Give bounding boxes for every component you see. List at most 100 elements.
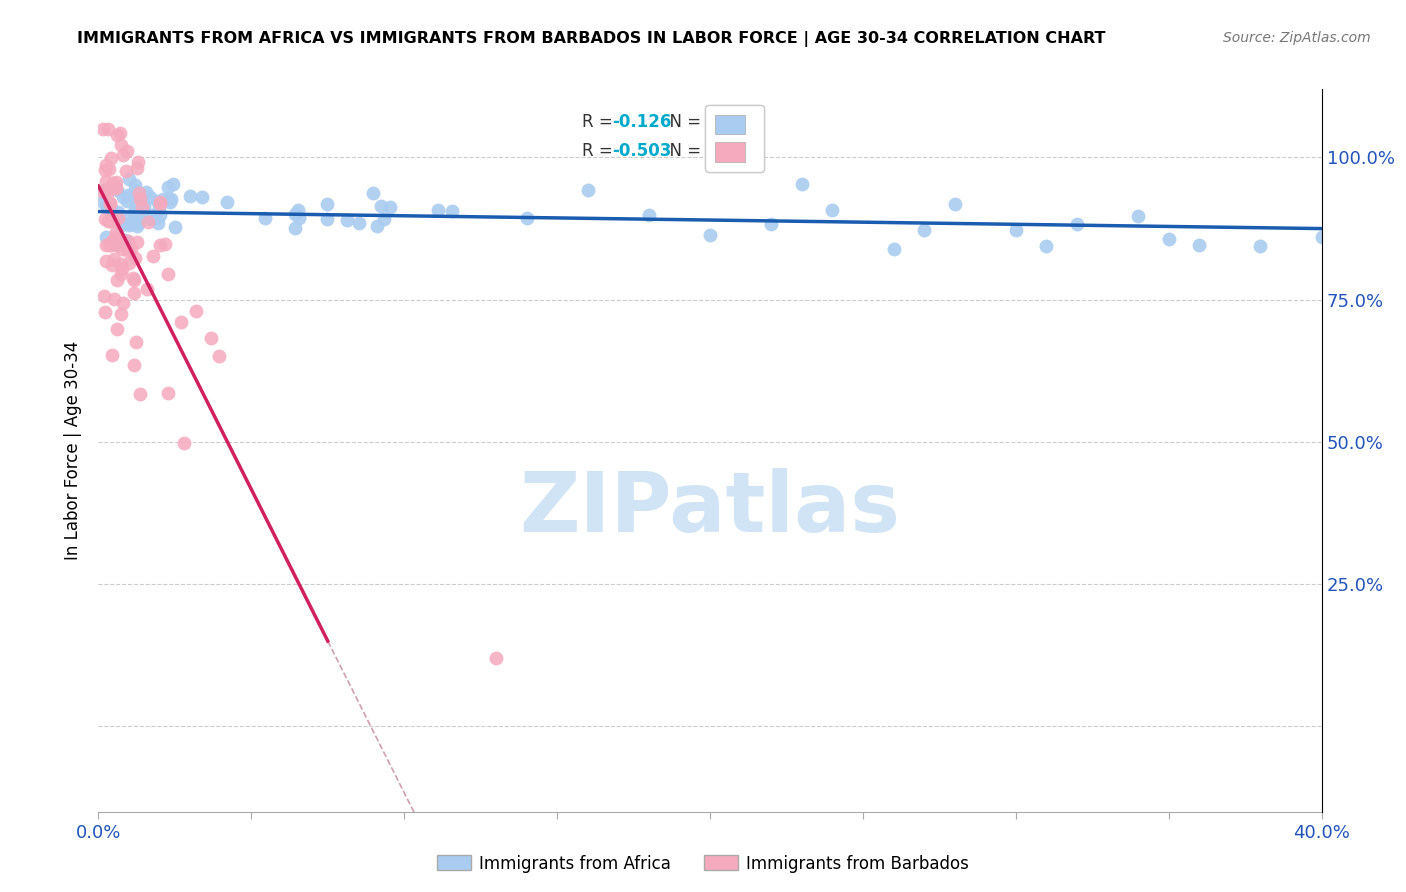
Point (148, 202, 170, 216)
Point (131, 200, 153, 214)
Point (105, 183, 128, 197)
Point (103, 214, 125, 228)
Point (821, 202, 844, 217)
Point (127, 216, 149, 230)
Point (366, 219, 388, 234)
Point (118, 256, 141, 270)
Point (157, 386, 180, 401)
Point (883, 242, 905, 256)
Point (111, 243, 134, 257)
Point (91, 122, 114, 136)
Point (93, 163, 115, 178)
Point (108, 236, 131, 251)
Point (96, 173, 118, 187)
Point (127, 155, 149, 169)
Point (101, 234, 124, 248)
Point (111, 147, 134, 161)
Point (91, 184, 114, 198)
Point (129, 203, 152, 218)
Point (146, 216, 169, 230)
Point (141, 212, 163, 227)
Point (186, 304, 208, 318)
Point (132, 199, 155, 213)
Legend: Immigrants from Africa, Immigrants from Barbados: Immigrants from Africa, Immigrants from … (430, 848, 976, 880)
Point (114, 234, 136, 248)
Point (284, 220, 307, 235)
Text: IMMIGRANTS FROM AFRICA VS IMMIGRANTS FROM BARBADOS IN LABOR FORCE | AGE 30-34 CO: IMMIGRANTS FROM AFRICA VS IMMIGRANTS FRO… (77, 31, 1107, 47)
Point (173, 436, 195, 450)
Text: ZIPatlas: ZIPatlas (520, 467, 900, 549)
Point (136, 214, 159, 228)
Point (1035, 238, 1057, 252)
Point (97, 213, 120, 227)
Legend: , : , (706, 104, 763, 171)
Point (287, 202, 309, 217)
Point (117, 188, 139, 202)
Point (637, 208, 661, 222)
Point (336, 212, 359, 227)
Point (145, 194, 167, 208)
Point (104, 235, 127, 249)
Point (1310, 230, 1333, 244)
Point (1066, 218, 1088, 232)
Point (111, 262, 134, 277)
Text: Source: ZipAtlas.com: Source: ZipAtlas.com (1223, 31, 1371, 45)
Text: -0.126: -0.126 (612, 112, 672, 131)
Point (117, 234, 139, 248)
Point (128, 186, 150, 201)
Point (200, 331, 222, 345)
Point (128, 211, 150, 225)
Point (104, 175, 127, 189)
Point (98, 197, 121, 211)
Point (943, 197, 966, 211)
Point (94, 158, 117, 172)
Point (101, 176, 124, 190)
Point (111, 209, 134, 223)
Point (94, 238, 117, 252)
Point (316, 197, 339, 211)
Point (142, 249, 165, 263)
Point (1249, 239, 1271, 253)
Point (373, 212, 395, 227)
Point (131, 191, 153, 205)
Point (105, 321, 128, 335)
Point (1157, 232, 1180, 246)
Point (149, 237, 172, 252)
Point (96, 230, 118, 244)
Text: -0.503: -0.503 (612, 142, 672, 160)
Point (162, 177, 184, 191)
Point (110, 307, 132, 321)
Point (912, 222, 935, 236)
Text: N = 85: N = 85 (658, 142, 727, 160)
Point (100, 151, 122, 165)
Point (138, 190, 160, 204)
Point (107, 204, 129, 219)
Point (143, 211, 166, 225)
Point (111, 235, 134, 250)
Point (347, 216, 370, 230)
Point (149, 208, 172, 222)
Point (122, 358, 145, 372)
Text: R =: R = (582, 112, 617, 131)
Point (516, 211, 538, 226)
Point (110, 137, 132, 152)
Point (105, 237, 128, 252)
Point (111, 190, 134, 204)
Point (208, 349, 231, 363)
Point (96, 200, 118, 214)
Point (94, 211, 117, 226)
Point (127, 207, 149, 221)
Point (121, 271, 143, 285)
Point (152, 192, 174, 206)
Point (759, 218, 782, 232)
Point (115, 145, 138, 159)
Point (104, 225, 127, 239)
Point (124, 178, 146, 192)
Point (122, 205, 145, 219)
Point (94, 304, 117, 318)
Point (125, 196, 148, 211)
Point (98, 162, 121, 177)
Point (91, 195, 114, 210)
Point (115, 164, 138, 178)
Point (159, 195, 181, 210)
